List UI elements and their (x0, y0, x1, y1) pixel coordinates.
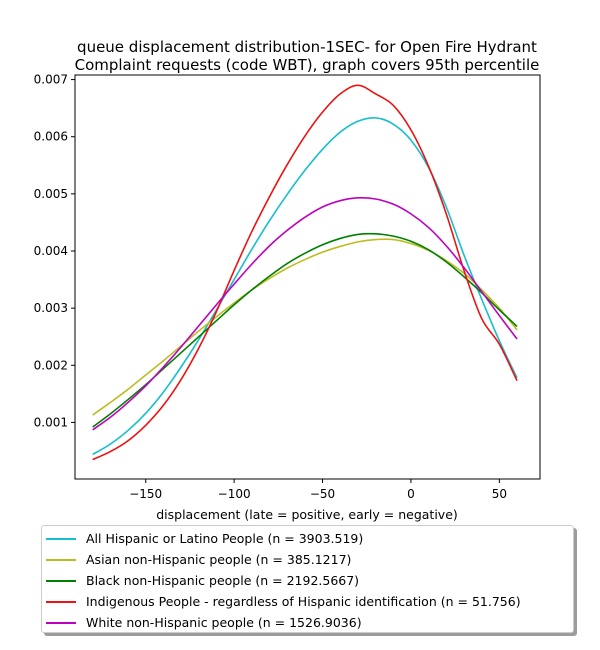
x-tick-label: 0 (407, 487, 415, 501)
plot-area: −150 −100 −50 0 50 0.001 0.002 0.003 0.004 0.005 0… (34, 73, 541, 501)
legend-label-2: Asian non-Hispanic people (n = 385.1217) (86, 552, 352, 567)
y-tick-label: 0.006 (34, 130, 68, 144)
legend-label-3: Black non-Hispanic people (n = 2192.5667… (86, 573, 360, 588)
legend-item-4: Indigenous People - regardless of Hispan… (42, 591, 521, 612)
legend-swatch-2 (46, 558, 76, 561)
axes-frame (74, 74, 541, 480)
series-line-black (92, 232, 518, 428)
y-tick-label: 0.001 (34, 415, 68, 429)
x-axis-label: displacement (late = positive, early = n… (156, 507, 458, 522)
legend-item-5: White non-Hispanic people (n = 1526.9036… (42, 612, 362, 633)
legend-item-2: Asian non-Hispanic people (n = 385.1217) (42, 549, 351, 570)
series-line-indigenous (92, 84, 518, 461)
y-tick-label: 0.007 (34, 73, 68, 87)
legend-label-5: White non-Hispanic people (n = 1526.9036… (86, 615, 362, 630)
series-line-white (92, 196, 518, 431)
chart-title-line-2: Complaint requests (code WBT), graph cov… (75, 56, 540, 74)
x-tick-label: −100 (218, 487, 251, 501)
legend-label-4: Indigenous People - regardless of Hispan… (86, 594, 521, 609)
legend-swatch-5 (46, 621, 76, 624)
x-tick-label: −150 (129, 487, 162, 501)
y-tick-label: 0.004 (34, 244, 68, 258)
y-tick-label: 0.005 (34, 187, 68, 201)
legend-item-3: Black non-Hispanic people (n = 2192.5667… (42, 570, 359, 591)
legend-label-1: All Hispanic or Latino People (n = 3903.… (86, 531, 364, 546)
legend-swatch-1 (46, 537, 76, 540)
y-tick-label: 0.003 (34, 301, 68, 315)
legend-swatch-3 (46, 579, 76, 582)
series-line-asian (92, 238, 518, 416)
y-tick-label: 0.002 (34, 358, 68, 372)
legend-swatch-4 (46, 600, 76, 603)
chart-title-line-1: queue displacement distribution-1SEC- fo… (77, 38, 537, 56)
series-line-all-hispanic (92, 116, 518, 456)
legend-item-1: All Hispanic or Latino People (n = 3903.… (42, 528, 363, 549)
legend: All Hispanic or Latino People (n = 3903.… (41, 525, 574, 633)
x-tick-label: −50 (310, 487, 335, 501)
x-tick-label: 50 (492, 487, 507, 501)
